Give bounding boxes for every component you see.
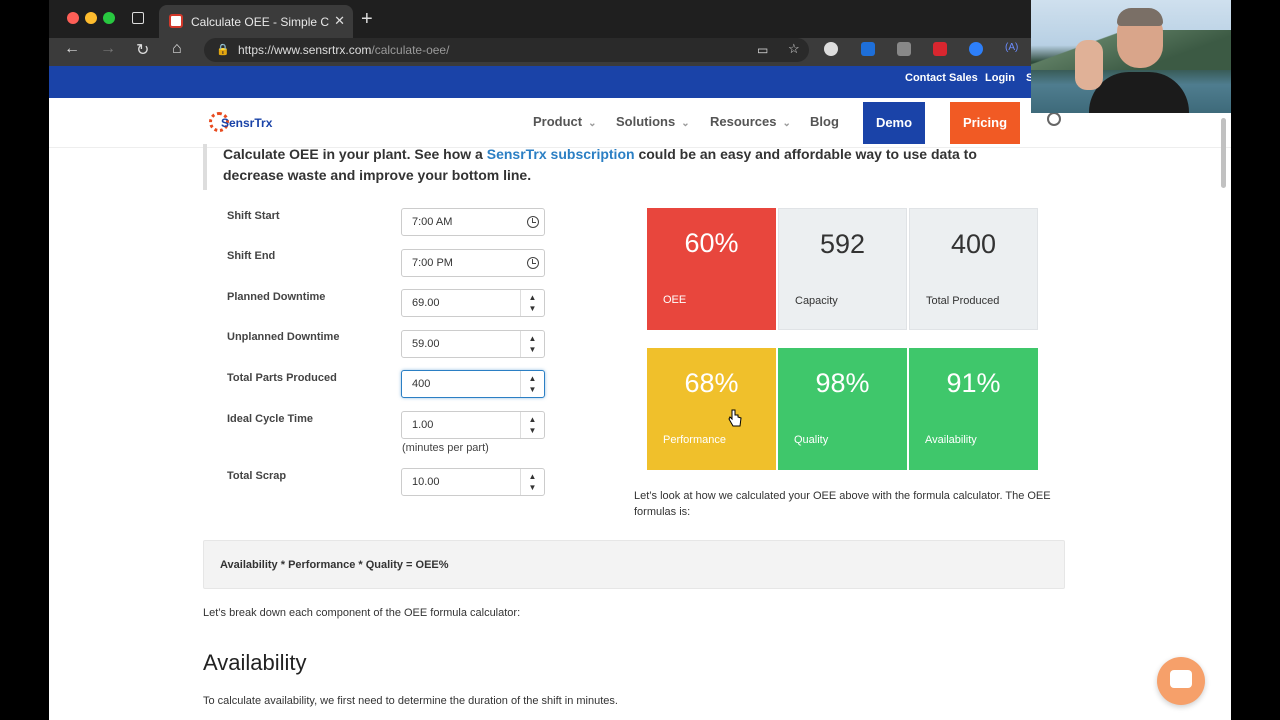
address-bar[interactable]: 🔒 https://www.sensrtrx.com/calculate-oee… (204, 38, 809, 62)
number-stepper[interactable]: ▲ ▼ (520, 412, 544, 438)
subscription-link[interactable]: SensrTrx subscription (486, 146, 635, 162)
logo-text: SensrTrx (221, 116, 273, 130)
number-stepper[interactable]: ▲ ▼ (520, 469, 544, 495)
oee-tile: 60% OEE (647, 208, 776, 330)
ideal-cycle-time-input[interactable]: 1.00 ▲ ▼ (401, 411, 545, 439)
nav-blog[interactable]: Blog (810, 114, 839, 129)
chevron-down-icon: ⌄ (588, 118, 597, 129)
shift-start-input[interactable]: 7:00 AM (401, 208, 545, 236)
capacity-value: 592 (819, 229, 866, 259)
site-header: SensrTrx Product ⌄ Solutions ⌄ Resources ⌄ … (49, 98, 1231, 148)
sidebar-toggle-icon[interactable] (132, 12, 144, 24)
total-produced-tile: 400 Total Produced (909, 208, 1038, 330)
performance-label: Performance (663, 434, 726, 446)
cut-off-link[interactable]: S (1026, 72, 1034, 84)
availability-paragraph: To calculate availability, we first need… (203, 695, 618, 707)
formula-intro-text: Let’s look at how we calculated your OEE… (634, 490, 1051, 518)
intro-text: Calculate OEE in your plant. See how a S… (223, 146, 977, 183)
nav-product[interactable]: Product ⌄ (533, 114, 597, 129)
presenter-hand (1075, 40, 1103, 90)
intro-callout: Calculate OEE in your plant. See how a S… (203, 144, 1013, 190)
quality-label: Quality (794, 434, 829, 446)
gear-logo-icon (209, 112, 229, 132)
breakdown-text: Let’s break down each component of the O… (203, 607, 521, 619)
lock-icon: 🔒 (216, 44, 230, 56)
shift-start-label: Shift Start (227, 210, 280, 222)
number-stepper[interactable]: ▲ ▼ (520, 371, 544, 397)
page-scrollbar[interactable] (1221, 118, 1226, 188)
pricing-button[interactable]: Pricing (950, 102, 1020, 144)
number-stepper[interactable]: ▲ ▼ (520, 290, 544, 316)
planned-downtime-label: Planned Downtime (227, 291, 326, 303)
total-produced-value: 400 (950, 229, 997, 259)
total-scrap-label: Total Scrap (227, 470, 287, 482)
unplanned-downtime-input[interactable]: 59.00 ▲ ▼ (401, 330, 545, 358)
quality-value: 98% (815, 368, 870, 398)
nav-solutions[interactable]: Solutions ⌄ (616, 114, 690, 129)
reload-icon[interactable]: ↻ (136, 42, 150, 59)
site-logo[interactable]: SensrTrx (209, 112, 273, 134)
capacity-tile: 592 Capacity (778, 208, 907, 330)
availability-tile: 91% Availability (909, 348, 1038, 470)
hand-cursor-icon (728, 409, 742, 427)
availability-label: Availability (925, 434, 977, 446)
chevron-down-icon: ⌄ (681, 118, 690, 129)
home-icon[interactable]: ⌂ (172, 40, 182, 57)
extension-red-icon[interactable] (933, 42, 947, 56)
close-window-button[interactable] (67, 12, 79, 24)
performance-tile: 68% Performance (647, 348, 776, 470)
unplanned-downtime-label: Unplanned Downtime (227, 331, 340, 343)
site-favicon-icon (169, 14, 183, 28)
extension-circle-icon[interactable] (824, 42, 838, 56)
chat-widget-button[interactable] (1157, 657, 1205, 705)
shift-end-label: Shift End (227, 250, 276, 262)
demo-button[interactable]: Demo (863, 102, 925, 144)
search-icon[interactable] (1047, 112, 1061, 126)
maximize-window-button[interactable] (103, 12, 115, 24)
close-tab-icon[interactable]: ✕ (334, 13, 345, 28)
webcam-overlay (1031, 0, 1231, 113)
clock-icon[interactable] (527, 257, 539, 269)
clock-icon[interactable] (527, 216, 539, 228)
total-produced-label: Total Produced (926, 295, 1000, 307)
capacity-label: Capacity (795, 295, 838, 307)
extension-gray-icon[interactable] (897, 42, 911, 56)
oee-value: 60% (684, 228, 739, 258)
number-stepper[interactable]: ▲ ▼ (520, 331, 544, 357)
total-scrap-input[interactable]: 10.00 ▲ ▼ (401, 468, 545, 496)
login-link[interactable]: Login (985, 72, 1015, 84)
tab-title: Calculate OEE - Simple Calcul (191, 15, 329, 29)
chat-bubble-icon (1170, 670, 1192, 688)
extension-a-icon[interactable]: (A) (1005, 42, 1019, 53)
extension-round-blue-icon[interactable] (969, 42, 983, 56)
formula-box: Availability * Performance * Quality = O… (203, 540, 1065, 589)
presenter-shirt (1089, 72, 1189, 113)
ideal-cycle-time-label: Ideal Cycle Time (227, 413, 314, 425)
new-tab-icon[interactable]: + (361, 8, 373, 30)
favorite-star-icon[interactable]: ☆ (788, 41, 800, 56)
shift-end-input[interactable]: 7:00 PM (401, 249, 545, 277)
nav-resources[interactable]: Resources ⌄ (710, 114, 791, 129)
cycle-time-hint: (minutes per part) (402, 442, 489, 454)
performance-value: 68% (684, 368, 739, 398)
url-text: https://www.sensrtrx.com/calculate-oee/ (238, 43, 450, 57)
contact-sales-link[interactable]: Contact Sales (905, 72, 978, 84)
back-icon[interactable]: ← (64, 40, 80, 57)
tab-active[interactable]: Calculate OEE - Simple Calcul ✕ (159, 5, 353, 38)
planned-downtime-input[interactable]: 69.00 ▲ ▼ (401, 289, 545, 317)
reader-view-icon[interactable]: ▭ (757, 43, 769, 57)
total-parts-input[interactable]: 400 ▲ ▼ (401, 370, 545, 398)
chevron-down-icon: ⌄ (782, 118, 791, 129)
quality-tile: 98% Quality (778, 348, 907, 470)
minimize-window-button[interactable] (85, 12, 97, 24)
oee-label: OEE (663, 294, 687, 306)
extension-blue-icon[interactable] (861, 42, 875, 56)
presenter-hair (1117, 8, 1163, 26)
forward-icon[interactable]: → (100, 40, 116, 57)
availability-value: 91% (946, 368, 1001, 398)
formula-text: Availability * Performance * Quality = O… (220, 559, 449, 571)
total-parts-label: Total Parts Produced (227, 372, 337, 384)
availability-heading: Availability (203, 650, 307, 675)
